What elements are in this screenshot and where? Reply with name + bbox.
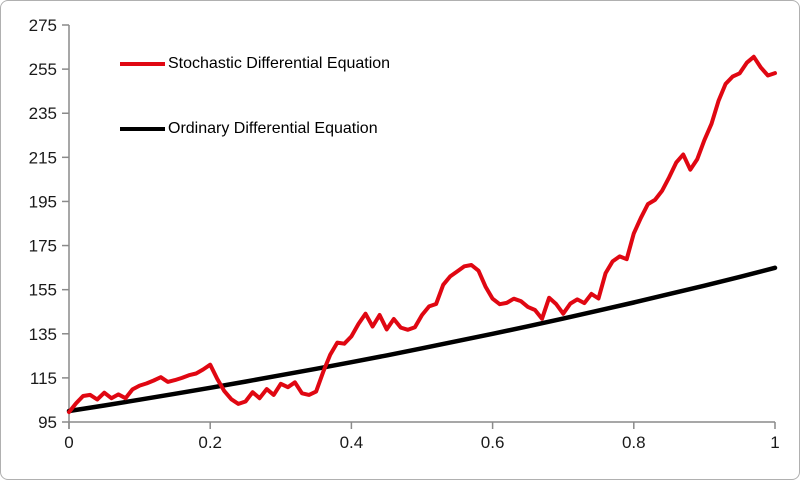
x-tick-label: 0 [64, 433, 73, 452]
sde-line [67, 54, 777, 415]
sde-line-swatch [120, 62, 165, 66]
ode-legend-label: Ordinary Differential Equation [168, 120, 378, 137]
y-tick-label: 255 [29, 60, 57, 79]
y-tick-label: 215 [29, 148, 57, 167]
y-tick-label: 175 [29, 237, 57, 256]
y-tick-label: 115 [30, 369, 57, 388]
ode-line [66, 265, 778, 414]
x-tick-label: 1 [770, 433, 779, 452]
legend-item-sde: Stochastic Differential Equation [120, 54, 390, 74]
y-tick-label: 155 [29, 281, 57, 300]
x-tick-label: 0.4 [340, 433, 364, 452]
y-tick-label: 235 [29, 104, 57, 123]
legend-item-ode: Ordinary Differential Equation [120, 119, 390, 139]
y-tick-label: 95 [38, 413, 57, 432]
y-tick-label: 275 [29, 16, 57, 35]
x-tick-label: 0.6 [481, 433, 505, 452]
x-tick-label: 0.2 [198, 433, 222, 452]
x-tick-label: 0.8 [622, 433, 646, 452]
axis-ticks: 95 115 135 155 175 195 215 235 255 275 0 0.2 0.4 0.6 0… [29, 16, 780, 452]
sde-legend-label: Stochastic Differential Equation [168, 55, 391, 72]
ode-line-swatch [120, 127, 165, 131]
legend: Stochastic Differential Equation Ordinar… [120, 54, 390, 184]
series-lines [66, 54, 778, 415]
y-tick-label: 135 [29, 325, 57, 344]
y-tick-label: 195 [29, 192, 57, 211]
